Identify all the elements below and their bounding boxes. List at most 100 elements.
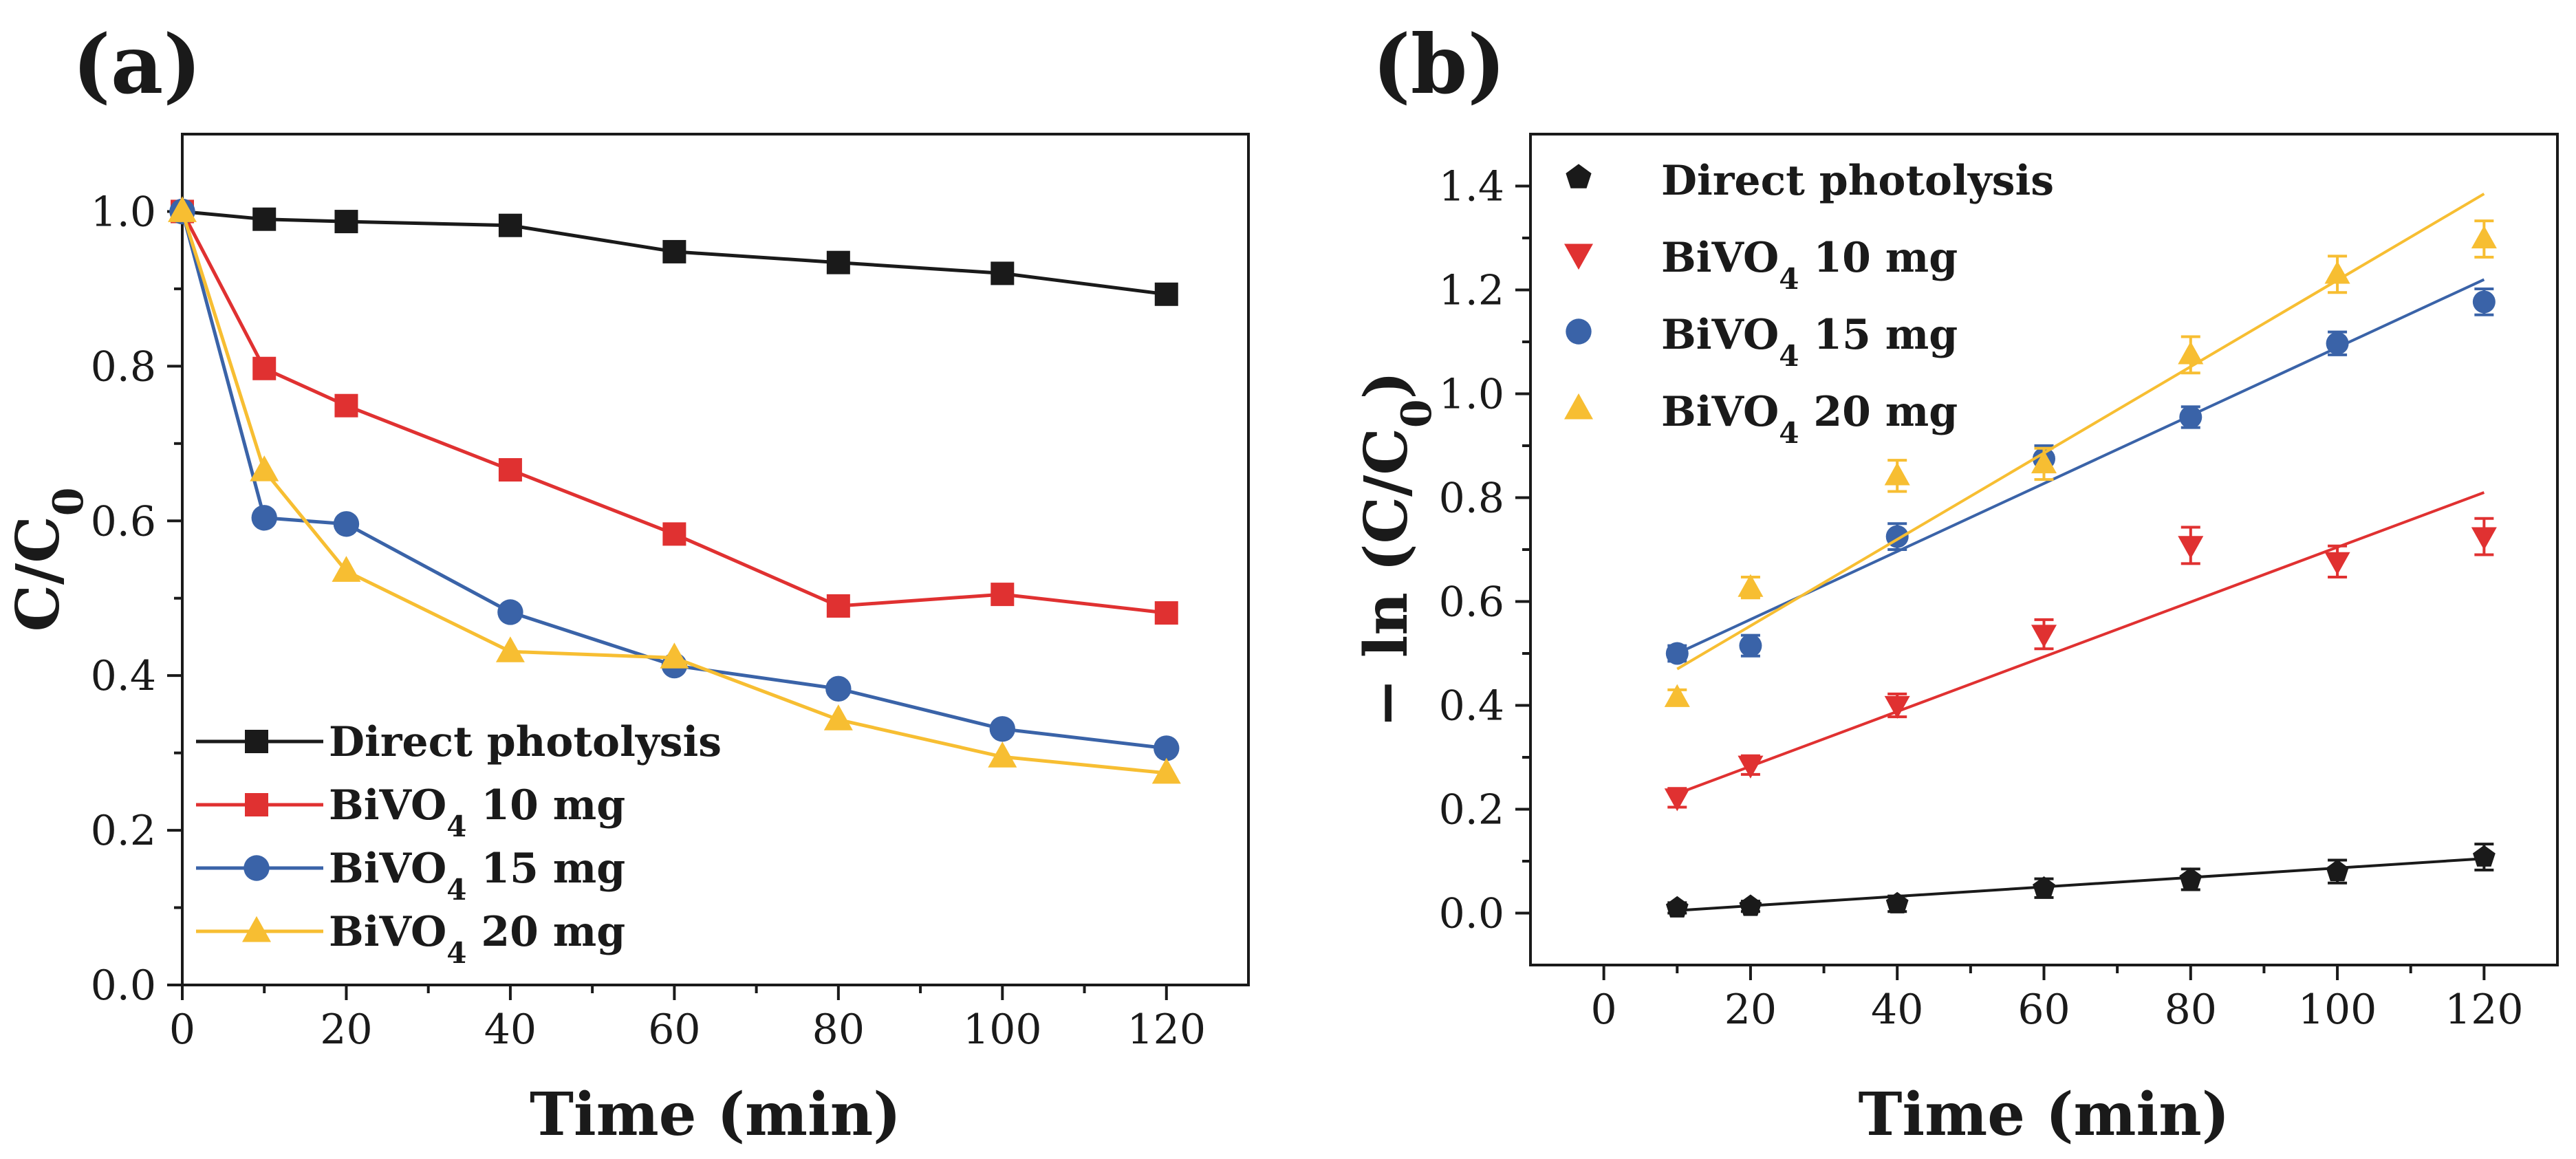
panel-a-legend-label-tail: 20 mg <box>467 908 626 956</box>
panel-b-data-point <box>2178 536 2204 559</box>
panel-b-data-point <box>2324 552 2350 575</box>
panel-b-y-tick-label: 0.0 <box>1439 890 1504 938</box>
panel-a-legend-label: Direct photolysis <box>329 718 722 766</box>
panel-a-data-point <box>991 261 1015 285</box>
panel-b-x-axis-title: Time (min) <box>1859 1080 2230 1149</box>
panel-a-data-point <box>498 213 522 237</box>
panel-a-label: (a) <box>72 17 202 112</box>
panel-a-x-tick-label: 0 <box>169 1006 195 1054</box>
panel-a-data-point <box>662 522 686 546</box>
panel-b-label: (b) <box>1372 17 1506 112</box>
panel-a-data-point <box>988 741 1017 768</box>
panel-b-data-point <box>2178 341 2204 365</box>
panel-b-legend-label-tail: 20 mg <box>1799 388 1958 436</box>
panel-a-data-point <box>660 642 689 669</box>
panel-b-data-point <box>1885 891 1909 913</box>
panel-a-x-axis-title: Time (min) <box>530 1080 901 1149</box>
panel-a-data-point <box>662 239 686 263</box>
panel-b-series-1 <box>1664 491 2497 812</box>
panel-a-data-point <box>497 599 523 625</box>
panel-b-fit-line <box>1677 857 2485 912</box>
panel-a-frame <box>181 133 1250 986</box>
panel-b-data-point <box>2472 290 2496 314</box>
panel-a-data-point <box>823 704 853 730</box>
panel-b-fit-line <box>1676 193 2485 671</box>
panel-b-y-axis-title-sub: 0 <box>1393 399 1441 428</box>
panel-b-legend-label-tail: 15 mg <box>1799 311 1958 359</box>
panel-a-data-point <box>334 210 358 234</box>
panel-b-y-tick-label: 0.4 <box>1439 682 1504 730</box>
panel-b-legend-label-main: Direct photolysis <box>1661 157 2054 205</box>
panel-a-legend-label-tail: 10 mg <box>467 781 626 830</box>
panel-a-legend-marker <box>242 916 271 942</box>
panel-b-y-tick-label: 1.2 <box>1439 267 1504 315</box>
panel-b-y-axis-title: − ln (C/C0) <box>1352 371 1441 728</box>
panel-b-legend-item: BiVO4 15 mg <box>1566 311 1958 373</box>
panel-a-series-line <box>180 210 1167 615</box>
panel-a-legend-label-sub: 4 <box>446 810 466 843</box>
panel-b-legend-item: Direct photolysis <box>1566 157 2054 205</box>
panel-b-x-tick-label: 80 <box>2165 986 2217 1034</box>
panel-a-x-tick-label: 60 <box>648 1006 700 1054</box>
panel-a-y-axis-title-main: C/C <box>3 516 73 631</box>
panel-b-y-tick-label: 0.2 <box>1439 786 1504 834</box>
panel-b-data-point <box>2179 405 2202 429</box>
panel-a-legend-label: BiVO4 10 mg <box>329 781 625 843</box>
panel-b-data-point <box>2471 527 2497 550</box>
panel-b-legend-label-sub: 4 <box>1779 262 1799 296</box>
panel-b-x-tick-label: 0 <box>1591 986 1617 1034</box>
panel-b-legend-marker <box>1566 164 1592 188</box>
panel-a-series-2 <box>169 198 1180 761</box>
panel-b-data-point <box>2031 625 2057 648</box>
panel-b-chart: (b) 0 20 40 60 80 100 1200.00.20.40.60.81.01.2… <box>1352 17 2559 1149</box>
panel-a-data-point <box>826 250 850 274</box>
panel-b-x-tick-label: 40 <box>1871 986 1923 1034</box>
panel-b-series-0 <box>1665 843 2496 918</box>
panel-b-x-tick-label: 120 <box>2445 986 2524 1034</box>
panel-a-x-tick-label: 20 <box>320 1006 372 1054</box>
panel-b-data-point <box>2326 859 2349 882</box>
panel-a-plot-area: 0 20 40 60 80 100 120 0.0 0.2 0.4 0.6 0.8 1.0 Direct … <box>91 133 1250 1054</box>
panel-b-data-point <box>2179 867 2202 889</box>
panel-a-data-point <box>1151 757 1181 784</box>
panel-b-data-point <box>1884 462 1910 486</box>
panel-b-legend-item: BiVO4 20 mg <box>1564 388 1958 450</box>
panel-a-y-tick-label: 0.6 <box>91 497 156 545</box>
panel-a-legend-label-sub: 4 <box>446 873 466 907</box>
panel-a-y-axis-title: C/C0 <box>3 487 93 631</box>
panel-a-x-tick-label: 100 <box>963 1006 1042 1054</box>
panel-a-data-point <box>826 594 850 618</box>
panel-a-legend-label-tail: 15 mg <box>467 845 626 893</box>
panel-b-series-2 <box>1665 278 2496 665</box>
panel-b-series-3 <box>1664 193 2497 707</box>
panel-b-legend-item: BiVO4 10 mg <box>1564 234 1958 296</box>
panel-b-legend-label-sub: 4 <box>1779 339 1799 373</box>
panel-a-legend-label-main: BiVO <box>329 781 446 830</box>
panel-b-y-tick-label: 1.0 <box>1439 371 1504 419</box>
panel-a-legend-label: BiVO4 15 mg <box>329 845 625 907</box>
panel-a-y-tick-label: 0.2 <box>91 807 156 855</box>
panel-b-legend-label-main: BiVO <box>1661 388 1779 436</box>
panel-b-legend-label: BiVO4 20 mg <box>1661 388 1958 450</box>
panel-b-legend-label: BiVO4 15 mg <box>1661 311 1958 373</box>
panel-a-data-point <box>168 196 197 222</box>
panel-a-y-axis-title-sub: 0 <box>45 487 93 516</box>
panel-b-y-tick-label: 0.8 <box>1439 475 1504 523</box>
panel-a-data-point <box>498 458 522 482</box>
panel-a-x-tick-label: 80 <box>812 1006 865 1054</box>
panel-a-legend-marker <box>245 793 268 816</box>
panel-b-x-tick-label: 60 <box>2017 986 2070 1034</box>
panel-a-data-point <box>251 505 277 531</box>
panel-a-data-point <box>1154 601 1178 625</box>
panel-b-legend-marker <box>1566 318 1592 345</box>
panel-b-x-tick-label: 20 <box>1724 986 1777 1034</box>
panel-a-y-tick-label: 0.0 <box>91 962 156 1010</box>
panel-a-legend-marker <box>245 730 268 753</box>
panel-a-x-tick-label: 40 <box>484 1006 537 1054</box>
panel-b-data-point <box>2033 876 2055 898</box>
panel-b-y-axis-title-main: − ln (C/C <box>1352 428 1421 728</box>
panel-b-data-point <box>1664 684 1690 707</box>
panel-b-y-tick-label: 0.6 <box>1439 578 1504 627</box>
